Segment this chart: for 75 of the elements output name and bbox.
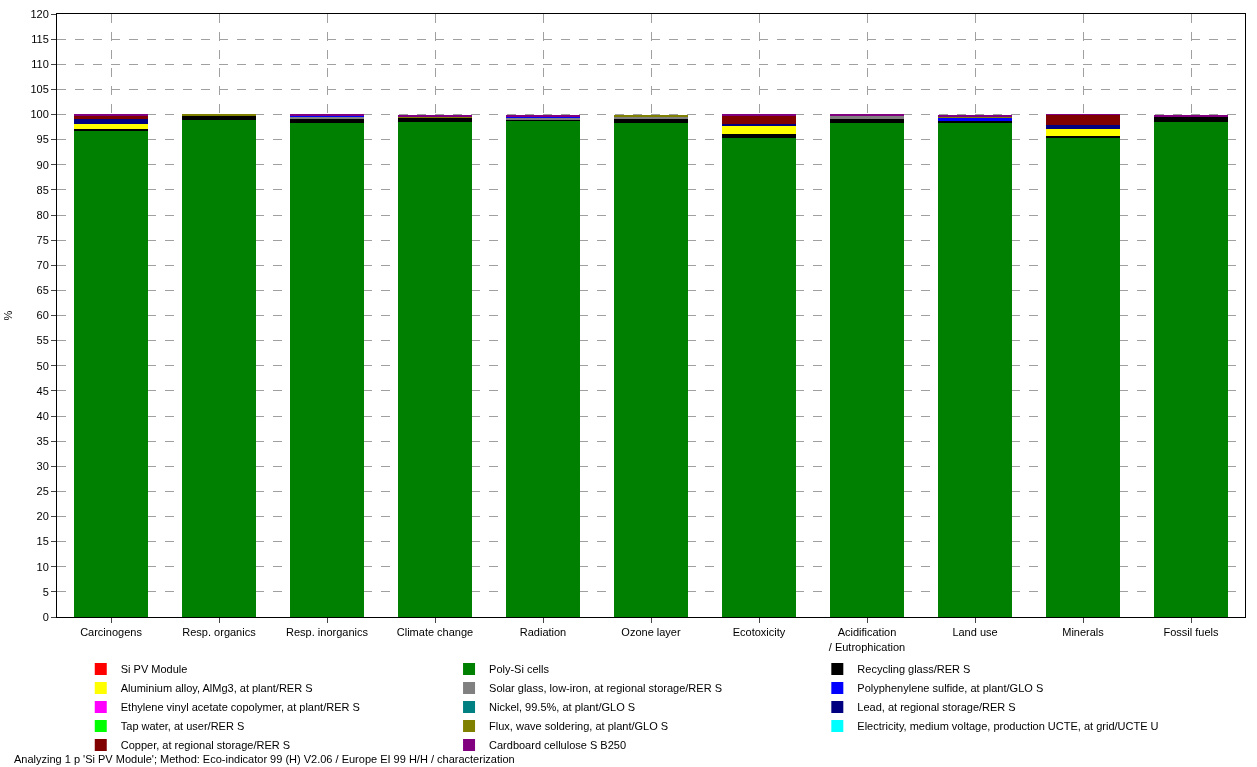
x-tick-label: Fossil fuels [1163,626,1219,639]
bar [1046,125,1120,129]
legend-label: Si PV Module [120,663,188,676]
bar [1154,121,1228,617]
y-tick-label: 0 [42,610,49,623]
bar [722,123,796,126]
y-tick-label: 80 [36,208,49,221]
legend-label: Recycling glass/RER S [857,663,971,676]
y-tick-label: 15 [36,535,49,548]
y-tick-label: 50 [36,359,49,372]
y-tick-label: 60 [36,309,49,322]
legend-label: Electricity, medium voltage, production UCTE, at grid/UCTE U [857,720,1159,733]
bar [1046,136,1120,139]
x-tick-label: Climate change [396,626,474,639]
y-tick-label: 85 [36,183,49,196]
legend-label: Copper, at regional storage/RER S [120,739,291,752]
y-tick-label: 10 [36,560,49,573]
y-tick-label: 5 [42,585,49,598]
bar [1046,128,1120,137]
x-tick-label: Resp. organics [182,626,257,639]
y-tick-label: 25 [36,485,49,498]
y-tick-label: 100 [30,108,49,121]
bar [722,133,796,138]
x-tick-label: Resp. inorganics [286,626,369,639]
x-tick-label: Carcinogens [80,626,143,639]
text: Analyzing 1 p 'Si PV Module'; Method: Eco-indicator 99 (H) V2.06 / Europe EI 99 H/H / characterization [14,753,515,765]
bar [614,122,688,617]
bar [74,119,148,124]
y-tick-label: 105 [30,83,49,96]
legend-label: Tap water, at user/RER S [120,720,245,733]
y-tick-label: 65 [36,284,49,297]
legend-label: Lead, at regional storage/RER S [857,701,1016,714]
legend-label: Aluminium alloy, AlMg3, at plant/RER S [120,682,313,695]
y-tick-label: 95 [36,133,49,146]
bar [398,122,472,617]
y-tick-label: 55 [36,334,49,347]
legend-label: Ethylene vinyl acetate copolymer, at plant/RER S [120,701,360,714]
y-tick-label: 30 [36,460,49,473]
legend-label: Cardboard cellulose S B250 [489,739,627,752]
legend-label: Poly-Si cells [489,663,550,676]
bar [722,115,796,124]
y-tick-label: 90 [36,158,49,171]
y-tick-label: 110 [31,58,49,71]
x-tick-label: Acidification / Eutrophication [828,626,906,653]
y-tick-label: 75 [36,233,49,246]
legend-label: Nickel, 99.5%, at plant/GLO S [489,701,636,714]
bar [722,125,796,134]
y-tick-label: 45 [36,384,49,397]
x-tick-label: Land use [952,626,998,639]
y-axis-title: % [2,310,15,321]
bar [1046,138,1120,617]
y-tick-label: 70 [36,259,49,272]
x-tick-label: Radiation [519,626,567,639]
bar [74,123,148,130]
y-tick-label: 40 [36,409,49,422]
bar [830,123,904,617]
legend-label: Polyphenylene sulfide, at plant/GLO S [857,682,1044,695]
bar [1046,115,1120,126]
x-tick-label: Ecotoxicity [732,626,786,639]
bar [290,118,364,123]
bar [182,115,256,120]
bar [722,137,796,617]
bar [938,122,1012,617]
legend-label: Solar glass, low-iron, at regional storage/RER S [489,682,722,695]
x-tick-label: Ozone layer [621,626,681,639]
bar [506,120,580,617]
bar [290,122,364,617]
y-tick-label: 115 [31,32,49,45]
y-tick-label: 20 [36,510,49,523]
bar [182,119,256,617]
x-tick-label: Minerals [1062,626,1105,639]
y-tick-label: 120 [30,7,49,20]
bar [74,130,148,617]
y-tick-label: 35 [36,434,49,447]
legend-label: Flux, wave soldering, at plant/GLO S [489,720,669,733]
